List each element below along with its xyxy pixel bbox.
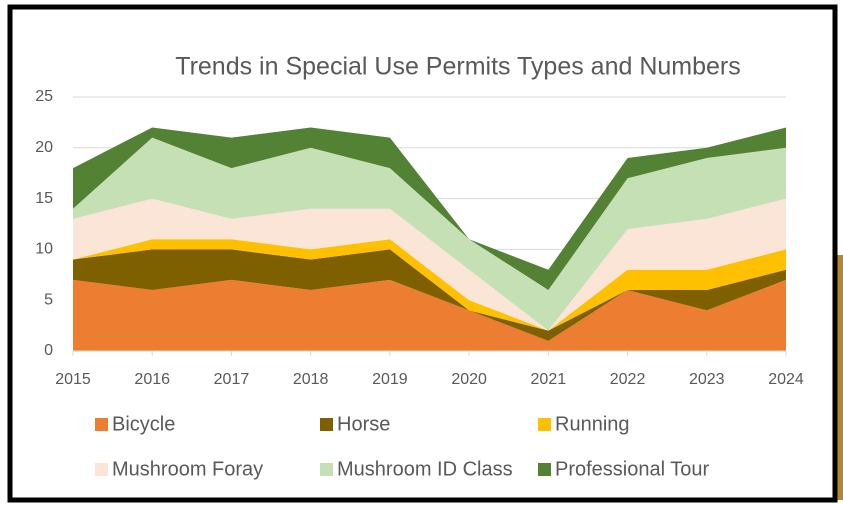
x-tick-label: 2024 [768, 371, 804, 388]
y-tick-label: 20 [35, 139, 53, 156]
legend-label: Horse [337, 413, 390, 435]
y-tick-label: 25 [35, 88, 53, 105]
area [73, 137, 786, 331]
y-tick-label: 0 [44, 342, 53, 359]
legend-swatch [320, 463, 333, 476]
x-tick-label: 2015 [55, 371, 91, 388]
area [73, 127, 786, 291]
legend-swatch [538, 463, 551, 476]
x-tick-label: 2023 [689, 371, 725, 388]
x-tick-label: 2022 [610, 371, 646, 388]
area [73, 239, 786, 331]
legend-label: Running [555, 413, 630, 435]
chart-title: Trends in Special Use Permits Types and … [175, 53, 741, 81]
x-tick-label: 2019 [372, 371, 408, 388]
legend-label: Professional Tour [555, 458, 710, 480]
side-strip [835, 255, 843, 500]
x-tick-label: 2020 [451, 371, 487, 388]
legend-swatch [320, 418, 333, 431]
legend-label: Bicycle [112, 413, 175, 435]
x-tick-label: 2016 [134, 371, 170, 388]
x-tick-label: 2017 [214, 371, 250, 388]
legend-label: Mushroom ID Class [337, 458, 513, 480]
y-tick-label: 5 [44, 291, 53, 308]
y-tick-label: 15 [35, 190, 53, 207]
legend-swatch [95, 418, 108, 431]
legend-swatch [538, 418, 551, 431]
area [73, 198, 786, 331]
x-tick-label: 2018 [293, 371, 329, 388]
area [73, 279, 786, 351]
y-tick-label: 10 [35, 241, 53, 258]
area [73, 249, 786, 341]
x-tick-label: 2021 [531, 371, 567, 388]
legend-swatch [95, 463, 108, 476]
legend-label: Mushroom Foray [112, 458, 263, 480]
